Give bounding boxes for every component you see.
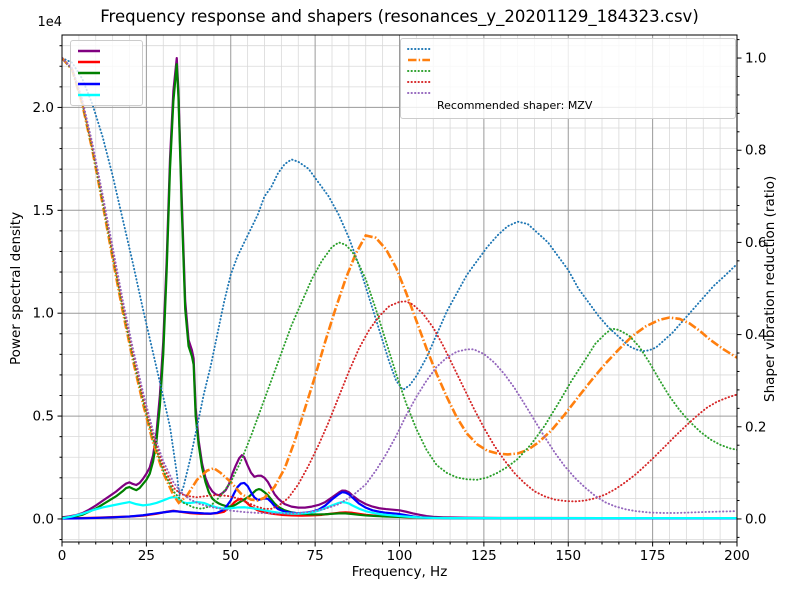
series-psd-after-shaper xyxy=(62,495,737,520)
legend-line-swatch xyxy=(408,58,430,62)
legend-entry-shaper-3hump-ei xyxy=(407,88,729,98)
svg-text:1.5: 1.5 xyxy=(33,203,54,219)
legend-entry-psd-y xyxy=(77,68,136,78)
svg-text:175: 175 xyxy=(640,548,666,564)
svg-text:0: 0 xyxy=(58,548,67,564)
series-shaper-zv xyxy=(62,57,737,500)
legend-entry-shaper-2hump-ei xyxy=(407,77,729,87)
legend-line-swatch xyxy=(78,93,100,97)
series-shaper-mzv xyxy=(62,57,737,505)
svg-text:100: 100 xyxy=(387,548,413,564)
svg-text:0.2: 0.2 xyxy=(745,419,766,435)
svg-text:50: 50 xyxy=(222,548,239,564)
legend-entry-shaper-ei xyxy=(407,66,729,76)
svg-text:200: 200 xyxy=(724,548,750,564)
legend-shapers: Recommended shaper: MZV xyxy=(400,38,736,119)
svg-text:0.5: 0.5 xyxy=(33,409,54,425)
series-psd-z xyxy=(62,481,737,520)
legend-line-swatch xyxy=(78,60,100,64)
svg-text:125: 125 xyxy=(471,548,497,564)
svg-text:1.0: 1.0 xyxy=(745,51,766,67)
legend-line-swatch xyxy=(407,70,431,72)
legend-recommended-shaper: Recommended shaper: MZV xyxy=(437,99,593,112)
legend-line-swatch xyxy=(407,81,431,83)
svg-text:0.0: 0.0 xyxy=(745,511,766,527)
svg-text:150: 150 xyxy=(555,548,581,564)
svg-text:25: 25 xyxy=(138,548,155,564)
legend-line-swatch xyxy=(78,71,100,75)
svg-text:1.0: 1.0 xyxy=(33,306,54,322)
legend-entry-psd-after-shaper xyxy=(77,90,136,100)
legend-line-swatch xyxy=(407,92,431,94)
axis-tick-labels: 0 25 50 75 100 125 150 175 200 0.0 0.5 1.0 1.5 2.0 0.0… xyxy=(33,51,767,564)
legend-entry-psd-z xyxy=(77,79,136,89)
legend-entry-shaper-mzv xyxy=(407,55,729,65)
x-axis-label: Frequency, Hz xyxy=(351,564,448,580)
svg-text:2.0: 2.0 xyxy=(33,100,54,116)
svg-text:0.0: 0.0 xyxy=(33,511,54,527)
y-axis-offset-label: 1e4 xyxy=(37,15,62,30)
axis-ticks xyxy=(57,39,742,547)
legend-entry-shaper-zv xyxy=(407,44,729,54)
series-psd-sum xyxy=(62,56,737,520)
series-shaper-2hump-ei xyxy=(62,57,737,510)
chart-title: Frequency response and shapers (resonanc… xyxy=(100,7,699,26)
legend-line-swatch xyxy=(78,82,100,86)
legend-line-swatch xyxy=(407,48,431,50)
legend-entry-psd-x xyxy=(77,57,136,67)
svg-text:0.6: 0.6 xyxy=(745,235,766,251)
svg-text:0.4: 0.4 xyxy=(745,327,766,343)
series-psd-y xyxy=(62,63,737,520)
legend-entry-psd-sum xyxy=(77,46,136,56)
y-axis-label-left: Power spectral density xyxy=(8,211,24,366)
series-group xyxy=(62,56,737,520)
svg-text:0.8: 0.8 xyxy=(745,143,766,159)
series-shaper-ei xyxy=(62,57,737,510)
legend-line-swatch xyxy=(78,49,100,53)
legend-psd xyxy=(70,40,143,106)
y-axis-label-right: Shaper vibration reduction (ratio) xyxy=(762,175,778,402)
svg-text:75: 75 xyxy=(307,548,324,564)
